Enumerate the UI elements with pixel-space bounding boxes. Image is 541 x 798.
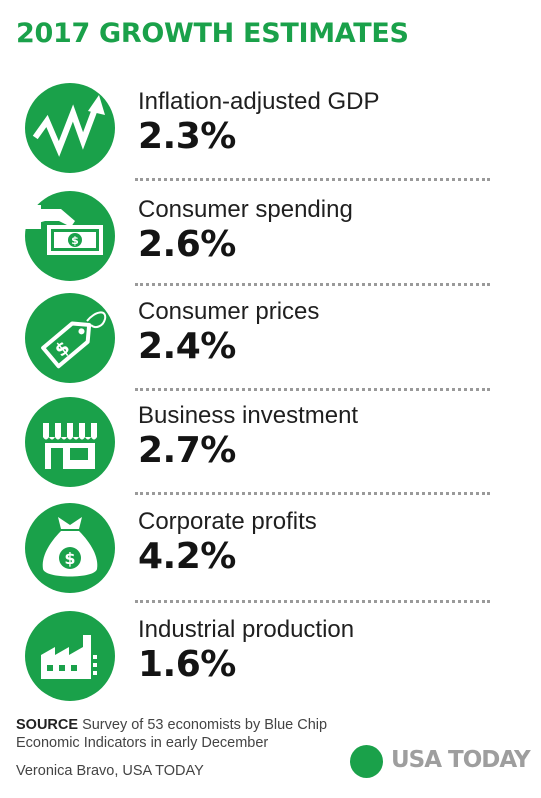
row-value: 1.6%	[138, 644, 236, 685]
row-label: Business investment	[138, 402, 359, 429]
hand-cash-icon: $	[25, 191, 115, 281]
money-bag-icon: $	[25, 503, 115, 593]
table-row: $ Corporate profits 4.2%	[0, 498, 541, 608]
page-title: 2017 GROWTH ESTIMATES	[16, 18, 409, 49]
row-divider	[135, 600, 490, 603]
row-label: Corporate profits	[138, 508, 317, 535]
source-note: SOURCE Survey of 53 economists by Blue C…	[16, 716, 376, 752]
row-value: 2.6%	[138, 224, 236, 265]
row-label: Inflation-adjusted GDP	[138, 88, 380, 115]
row-value: 2.7%	[138, 430, 236, 471]
row-value: 4.2%	[138, 536, 236, 577]
source-text: Survey of 53 economists by Blue Chip Eco…	[16, 717, 328, 751]
table-row: Inflation-adjusted GDP 2.3%	[0, 78, 541, 188]
row-value: 2.4%	[138, 326, 236, 367]
usa-today-logo: USA TODAY	[391, 747, 531, 773]
row-label: Consumer prices	[138, 298, 320, 325]
price-tag-icon: $	[25, 293, 115, 383]
credit-line: Veronica Bravo, USA TODAY	[16, 763, 204, 779]
row-divider	[135, 388, 490, 391]
table-row: Business investment 2.7%	[0, 392, 541, 502]
source-label: SOURCE	[16, 717, 79, 733]
row-divider	[135, 283, 490, 286]
row-divider	[135, 178, 490, 181]
svg-text:$: $	[64, 549, 75, 568]
row-label: Industrial production	[138, 616, 355, 643]
usa-today-logo-dot	[350, 745, 383, 778]
svg-text:$: $	[71, 234, 79, 247]
zigzag-arrow-icon	[25, 83, 115, 173]
table-row: $ Consumer spending 2.6%	[0, 186, 541, 296]
row-value: 2.3%	[138, 116, 236, 157]
storefront-icon	[25, 397, 115, 487]
table-row: $ Consumer prices 2.4%	[0, 288, 541, 398]
row-label: Consumer spending	[138, 196, 353, 223]
table-row: Industrial production 1.6%	[0, 606, 541, 716]
row-divider	[135, 492, 490, 495]
factory-icon	[25, 611, 115, 701]
